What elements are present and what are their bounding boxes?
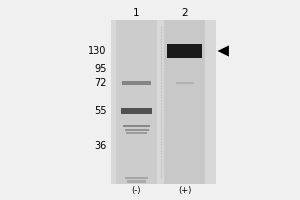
Text: (+): (+): [178, 186, 191, 196]
Text: 72: 72: [94, 78, 106, 88]
Text: 2: 2: [181, 8, 188, 18]
Bar: [176, 82, 194, 84]
Bar: [164, 20, 205, 184]
Bar: [116, 20, 157, 184]
Bar: [167, 45, 202, 58]
Bar: [124, 129, 148, 131]
Text: 55: 55: [94, 106, 106, 116]
Bar: [127, 180, 146, 182]
Bar: [126, 132, 147, 134]
Text: (-): (-): [132, 186, 141, 196]
Polygon shape: [218, 45, 229, 57]
Text: 36: 36: [94, 141, 106, 151]
Bar: [111, 20, 216, 184]
Text: 95: 95: [94, 64, 106, 74]
Bar: [122, 81, 151, 85]
Bar: [125, 177, 148, 179]
Bar: [121, 108, 152, 114]
Text: 1: 1: [133, 8, 140, 18]
Text: 130: 130: [88, 46, 106, 56]
Bar: [123, 125, 150, 127]
